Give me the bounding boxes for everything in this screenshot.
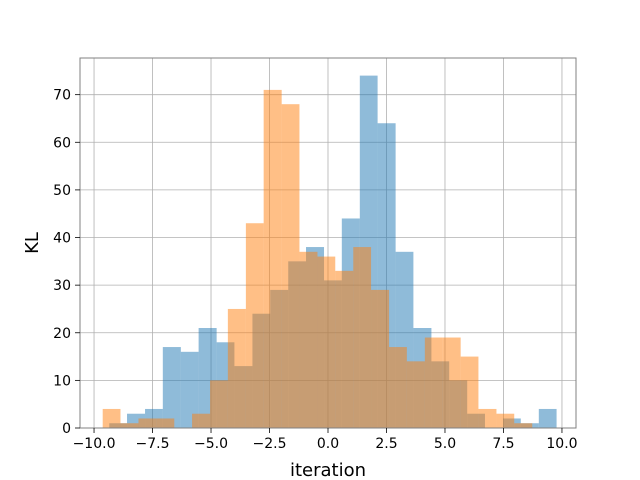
x-tick-label: 10.0: [546, 436, 577, 452]
histogram-bar-series-1: [180, 351, 199, 428]
histogram-bar-series-2: [317, 256, 336, 428]
histogram-bar-series-2: [263, 89, 282, 429]
x-tick-label: −7.5: [136, 436, 170, 452]
histogram-bar-series-2: [335, 270, 354, 428]
histogram-bar-series-2: [102, 408, 121, 428]
histogram-bar-series-2: [371, 289, 390, 428]
histogram-bar-series-2: [460, 356, 479, 428]
histogram-bar-series-2: [120, 423, 139, 428]
histogram-bar-series-1: [538, 408, 557, 428]
histogram-bar-series-2: [442, 337, 461, 428]
x-axis-label: iteration: [290, 460, 366, 480]
histogram-bar-series-2: [138, 418, 157, 428]
x-tick-label: 2.5: [375, 436, 397, 452]
x-tick-label: −5.0: [194, 436, 228, 452]
histogram-bar-series-1: [162, 347, 181, 428]
x-tick-label: −2.5: [253, 436, 287, 452]
y-tick-label: 40: [53, 231, 71, 247]
bars: [102, 75, 557, 429]
y-tick-label: 10: [53, 373, 71, 389]
histogram-bar-series-2: [299, 251, 318, 428]
y-tick-label: 60: [53, 135, 71, 151]
histogram-bar-series-2: [389, 347, 407, 428]
histogram-bar-series-2: [514, 423, 533, 428]
y-tick-label: 70: [53, 88, 71, 104]
histogram-bar-series-2: [245, 223, 264, 428]
histogram-bar-series-2: [406, 361, 425, 428]
histogram-bar-series-2: [210, 380, 228, 428]
y-tick-label: 30: [53, 278, 71, 294]
y-ticks: 0 10 20 30 40 50 60 70: [53, 88, 80, 437]
y-tick-label: 0: [62, 421, 71, 437]
x-tick-label: 7.5: [492, 436, 514, 452]
histogram-bar-series-2: [192, 413, 211, 428]
histogram-bar-series-2: [353, 247, 372, 428]
x-ticks: −10.0 −7.5 −5.0 −2.5 0.0 2.5 5.0 7.5 10.0: [73, 428, 578, 452]
histogram-bar-series-2: [156, 418, 175, 428]
x-tick-label: 5.0: [434, 436, 456, 452]
x-tick-label: 0.0: [317, 436, 339, 452]
histogram-bar-series-2: [227, 308, 246, 428]
y-tick-label: 50: [53, 183, 71, 199]
y-tick-label: 20: [53, 326, 71, 342]
histogram-bar-series-2: [496, 413, 515, 428]
y-axis-label: KL: [22, 232, 43, 254]
histogram-bar-series-2: [281, 104, 300, 428]
histogram-bar-series-2: [478, 408, 497, 428]
histogram-bar-series-2: [424, 337, 443, 428]
x-tick-label: −10.0: [73, 436, 116, 452]
